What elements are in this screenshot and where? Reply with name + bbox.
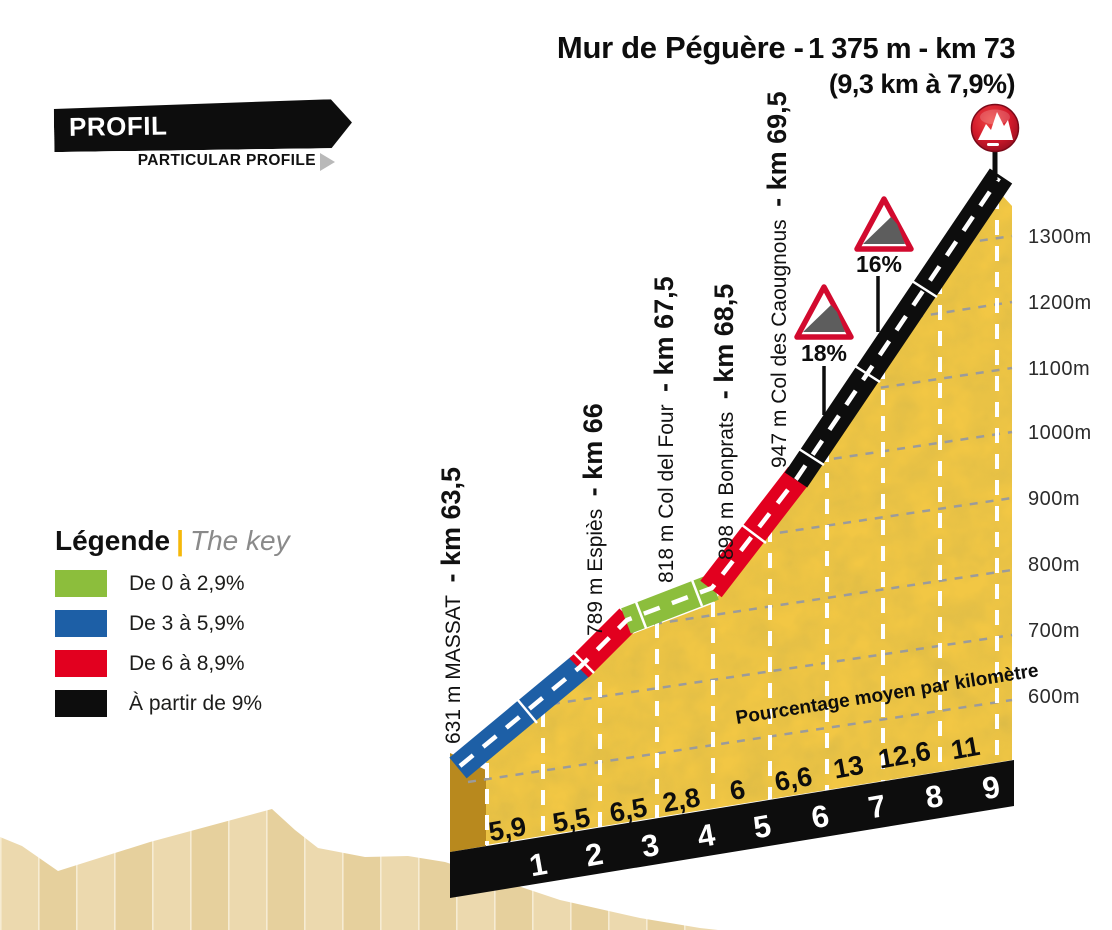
km-band bbox=[450, 760, 1014, 898]
km-number-6: 6 bbox=[809, 798, 832, 835]
road-centerline bbox=[458, 176, 1001, 768]
waypoint-massat: 631 m MASSAT - km 63,5 bbox=[436, 467, 466, 744]
km-numbers: 1 2 3 4 5 6 7 8 9 bbox=[527, 769, 1003, 883]
elevation-label-600: 600m bbox=[1028, 686, 1080, 708]
elevation-label-1300: 1300m bbox=[1028, 226, 1092, 248]
elevation-label-1000: 1000m bbox=[1028, 422, 1092, 444]
waypoint-labels: 631 m MASSAT - km 63,5 789 m Espiès - km… bbox=[436, 91, 792, 744]
steep-marker-16: 16% bbox=[854, 196, 914, 332]
climb-title: Mur de Péguère - 1 375 m - km 73 (9,3 km… bbox=[556, 30, 1016, 100]
legend-label-black: À partir de 9% bbox=[129, 691, 263, 715]
legend: Légende | The key De 0 à 2,9% De 3 à 5,9% … bbox=[55, 525, 290, 717]
km-number-1: 1 bbox=[527, 846, 550, 883]
elevation-label-1200: 1200m bbox=[1028, 292, 1092, 314]
steep-marker-18: 18% bbox=[794, 284, 854, 415]
waypoint-col-del-four: 818 m Col del Four - km 67,5 bbox=[649, 276, 679, 583]
km-number-8: 8 bbox=[923, 778, 946, 815]
elevation-label-1100: 1100m bbox=[1028, 358, 1090, 380]
banner-arrow-icon bbox=[320, 153, 335, 171]
steep-marker-16-label: 16% bbox=[856, 251, 902, 277]
gradient-label-7: 13 bbox=[831, 750, 866, 785]
legend-swatch-black bbox=[55, 690, 107, 717]
waypoint-col-del-four-km: - km 67,5 bbox=[649, 276, 679, 392]
km-number-7: 7 bbox=[866, 788, 889, 825]
mountain-glyph bbox=[803, 305, 845, 332]
gradient-label-9: 11 bbox=[949, 731, 982, 766]
mountain-glyph bbox=[863, 217, 905, 244]
legend-item-black: À partir de 9% bbox=[55, 690, 290, 717]
banner-title-en: PARTICULAR PROFILE bbox=[137, 152, 316, 169]
legend-title-fr: Légende bbox=[55, 525, 171, 556]
waypoint-caougnous-km: - km 69,5 bbox=[762, 91, 792, 207]
legend-item-green: De 0 à 2,9% bbox=[55, 570, 290, 597]
waypoint-bonprats-name: 898 m Bonprats bbox=[715, 412, 738, 560]
waypoint-col-del-four-name: 818 m Col del Four bbox=[655, 404, 678, 583]
waypoint-espies-km: - km 66 bbox=[578, 403, 608, 496]
summit-mountains-icon bbox=[978, 112, 1013, 140]
legend-swatch-green bbox=[55, 570, 107, 597]
km-number-2: 2 bbox=[583, 836, 606, 873]
gradient-label-5: 6 bbox=[727, 774, 747, 806]
legend-title-en: The key bbox=[189, 525, 290, 556]
elevation-label-700: 700m bbox=[1028, 620, 1080, 642]
legend-title: Légende | The key bbox=[55, 525, 290, 557]
summit-marker bbox=[970, 103, 1020, 180]
km-number-3: 3 bbox=[639, 827, 662, 864]
background-mountains bbox=[0, 809, 718, 930]
legend-swatch-blue bbox=[55, 610, 107, 637]
elevation-gridlines bbox=[467, 234, 1013, 784]
gradient-label-6: 6,6 bbox=[772, 761, 814, 797]
steep-marker-18-label: 18% bbox=[801, 340, 847, 366]
waypoint-caougnous-name: 947 m Col des Caougnous bbox=[768, 219, 791, 468]
waypoint-espies: 789 m Espiès - km 66 bbox=[578, 403, 608, 636]
elevation-label-900: 900m bbox=[1028, 488, 1080, 510]
waypoint-caougnous: 947 m Col des Caougnous - km 69,5 bbox=[762, 91, 792, 468]
climb-details: (9,3 km à 7,9%) bbox=[828, 69, 1016, 99]
legend-swatch-red bbox=[55, 650, 107, 677]
legend-label-green: De 0 à 2,9% bbox=[129, 571, 245, 595]
km-number-9: 9 bbox=[980, 769, 1003, 806]
legend-item-blue: De 3 à 5,9% bbox=[55, 610, 290, 637]
waypoint-massat-name: 631 m MASSAT bbox=[442, 595, 465, 744]
legend-label-red: De 6 à 8,9% bbox=[129, 651, 245, 675]
elevation-axis: 1300m 1200m 1100m 1000m 900m 800m 700m 6… bbox=[1028, 226, 1092, 708]
waypoint-massat-km: - km 63,5 bbox=[436, 467, 466, 583]
legend-label-blue: De 3 à 5,9% bbox=[129, 611, 245, 635]
legend-item-red: De 6 à 8,9% bbox=[55, 650, 290, 677]
climb-stats: 1 375 m - km 73 bbox=[808, 33, 1015, 65]
legend-separator: | bbox=[176, 525, 184, 556]
km-number-4: 4 bbox=[695, 817, 719, 855]
km-gridlines bbox=[485, 194, 999, 845]
waypoint-bonprats: 898 m Bonprats - km 68,5 bbox=[709, 284, 739, 560]
elevation-label-800: 800m bbox=[1028, 554, 1080, 576]
km-number-5: 5 bbox=[751, 808, 774, 845]
waypoint-espies-name: 789 m Espiès bbox=[584, 509, 607, 636]
climb-name: Mur de Péguère - bbox=[556, 30, 804, 65]
profile-left-face bbox=[450, 753, 486, 852]
waypoint-bonprats-km: - km 68,5 bbox=[709, 284, 739, 400]
